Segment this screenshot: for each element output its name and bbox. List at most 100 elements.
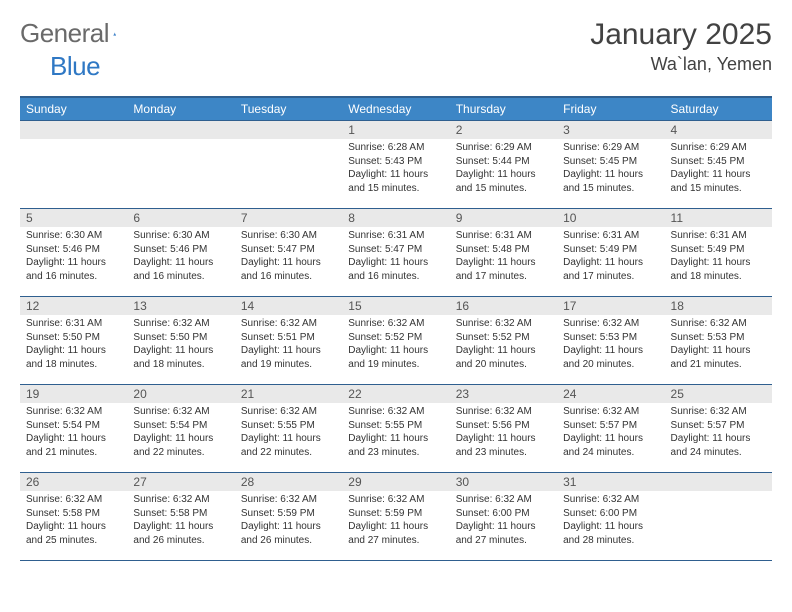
daylight-line: Daylight: 11 hours and 26 minutes. — [133, 520, 228, 547]
sunset-line: Sunset: 6:00 PM — [456, 507, 551, 521]
sunset-line: Sunset: 5:57 PM — [563, 419, 658, 433]
day-details: Sunrise: 6:32 AMSunset: 5:55 PMDaylight:… — [235, 403, 342, 463]
calendar-empty-cell — [127, 121, 234, 209]
day-details: Sunrise: 6:31 AMSunset: 5:47 PMDaylight:… — [342, 227, 449, 287]
sunset-line: Sunset: 5:46 PM — [26, 243, 121, 257]
daylight-line: Daylight: 11 hours and 17 minutes. — [563, 256, 658, 283]
calendar-day-cell: 30Sunrise: 6:32 AMSunset: 6:00 PMDayligh… — [450, 473, 557, 561]
sunset-line: Sunset: 5:44 PM — [456, 155, 551, 169]
calendar-day-cell: 25Sunrise: 6:32 AMSunset: 5:57 PMDayligh… — [665, 385, 772, 473]
day-number: 29 — [342, 473, 449, 491]
daylight-line: Daylight: 11 hours and 21 minutes. — [26, 432, 121, 459]
day-number: 6 — [127, 209, 234, 227]
calendar-day-cell: 18Sunrise: 6:32 AMSunset: 5:53 PMDayligh… — [665, 297, 772, 385]
calendar-day-cell: 28Sunrise: 6:32 AMSunset: 5:59 PMDayligh… — [235, 473, 342, 561]
daylight-line: Daylight: 11 hours and 16 minutes. — [348, 256, 443, 283]
day-details: Sunrise: 6:30 AMSunset: 5:46 PMDaylight:… — [20, 227, 127, 287]
calendar-empty-cell — [235, 121, 342, 209]
sunset-line: Sunset: 5:45 PM — [563, 155, 658, 169]
title-block: January 2025 Wa`lan, Yemen — [590, 18, 772, 75]
sunrise-line: Sunrise: 6:30 AM — [133, 229, 228, 243]
day-details: Sunrise: 6:31 AMSunset: 5:49 PMDaylight:… — [665, 227, 772, 287]
sunrise-line: Sunrise: 6:32 AM — [348, 405, 443, 419]
day-number: 20 — [127, 385, 234, 403]
day-details: Sunrise: 6:32 AMSunset: 5:58 PMDaylight:… — [20, 491, 127, 551]
sunrise-line: Sunrise: 6:32 AM — [241, 405, 336, 419]
sunrise-line: Sunrise: 6:32 AM — [671, 317, 766, 331]
day-number: 21 — [235, 385, 342, 403]
day-details: Sunrise: 6:29 AMSunset: 5:45 PMDaylight:… — [557, 139, 664, 199]
calendar-day-cell: 27Sunrise: 6:32 AMSunset: 5:58 PMDayligh… — [127, 473, 234, 561]
day-details: Sunrise: 6:32 AMSunset: 5:59 PMDaylight:… — [235, 491, 342, 551]
day-number: 19 — [20, 385, 127, 403]
day-details: Sunrise: 6:32 AMSunset: 5:54 PMDaylight:… — [127, 403, 234, 463]
calendar-empty-cell — [20, 121, 127, 209]
weekday-header: Sunday — [20, 97, 127, 121]
weekday-header: Thursday — [450, 97, 557, 121]
day-number: 2 — [450, 121, 557, 139]
sunset-line: Sunset: 5:55 PM — [348, 419, 443, 433]
sunset-line: Sunset: 5:51 PM — [241, 331, 336, 345]
sunrise-line: Sunrise: 6:32 AM — [456, 317, 551, 331]
sunrise-line: Sunrise: 6:32 AM — [563, 493, 658, 507]
day-details: Sunrise: 6:32 AMSunset: 6:00 PMDaylight:… — [557, 491, 664, 551]
sunrise-line: Sunrise: 6:29 AM — [563, 141, 658, 155]
daylight-line: Daylight: 11 hours and 21 minutes. — [671, 344, 766, 371]
location-subtitle: Wa`lan, Yemen — [590, 54, 772, 75]
sunrise-line: Sunrise: 6:32 AM — [26, 405, 121, 419]
daylight-line: Daylight: 11 hours and 24 minutes. — [671, 432, 766, 459]
day-number: 16 — [450, 297, 557, 315]
daylight-line: Daylight: 11 hours and 28 minutes. — [563, 520, 658, 547]
sunset-line: Sunset: 5:47 PM — [348, 243, 443, 257]
weekday-header: Friday — [557, 97, 664, 121]
brand-logo: General — [20, 18, 137, 49]
day-number: 4 — [665, 121, 772, 139]
daylight-line: Daylight: 11 hours and 15 minutes. — [456, 168, 551, 195]
calendar-day-cell: 12Sunrise: 6:31 AMSunset: 5:50 PMDayligh… — [20, 297, 127, 385]
day-details: Sunrise: 6:32 AMSunset: 5:57 PMDaylight:… — [557, 403, 664, 463]
calendar-empty-cell — [665, 473, 772, 561]
sunrise-line: Sunrise: 6:31 AM — [26, 317, 121, 331]
sunrise-line: Sunrise: 6:32 AM — [563, 405, 658, 419]
sunset-line: Sunset: 5:58 PM — [26, 507, 121, 521]
sunset-line: Sunset: 5:52 PM — [456, 331, 551, 345]
day-number: 28 — [235, 473, 342, 491]
sunrise-line: Sunrise: 6:32 AM — [563, 317, 658, 331]
day-details: Sunrise: 6:32 AMSunset: 5:55 PMDaylight:… — [342, 403, 449, 463]
day-details: Sunrise: 6:32 AMSunset: 5:58 PMDaylight:… — [127, 491, 234, 551]
day-details: Sunrise: 6:31 AMSunset: 5:50 PMDaylight:… — [20, 315, 127, 375]
day-number: 13 — [127, 297, 234, 315]
sunrise-line: Sunrise: 6:32 AM — [671, 405, 766, 419]
day-number: 22 — [342, 385, 449, 403]
calendar-day-cell: 11Sunrise: 6:31 AMSunset: 5:49 PMDayligh… — [665, 209, 772, 297]
daylight-line: Daylight: 11 hours and 27 minutes. — [348, 520, 443, 547]
daylight-line: Daylight: 11 hours and 18 minutes. — [671, 256, 766, 283]
calendar-header-row: SundayMondayTuesdayWednesdayThursdayFrid… — [20, 97, 772, 121]
day-number: 30 — [450, 473, 557, 491]
weekday-header: Saturday — [665, 97, 772, 121]
page-title: January 2025 — [590, 18, 772, 52]
calendar-day-cell: 16Sunrise: 6:32 AMSunset: 5:52 PMDayligh… — [450, 297, 557, 385]
sunset-line: Sunset: 5:50 PM — [26, 331, 121, 345]
day-details: Sunrise: 6:30 AMSunset: 5:47 PMDaylight:… — [235, 227, 342, 287]
daylight-line: Daylight: 11 hours and 25 minutes. — [26, 520, 121, 547]
sunset-line: Sunset: 5:55 PM — [241, 419, 336, 433]
calendar-day-cell: 1Sunrise: 6:28 AMSunset: 5:43 PMDaylight… — [342, 121, 449, 209]
day-number: 7 — [235, 209, 342, 227]
calendar-day-cell: 31Sunrise: 6:32 AMSunset: 6:00 PMDayligh… — [557, 473, 664, 561]
calendar-day-cell: 13Sunrise: 6:32 AMSunset: 5:50 PMDayligh… — [127, 297, 234, 385]
daylight-line: Daylight: 11 hours and 18 minutes. — [26, 344, 121, 371]
sunrise-line: Sunrise: 6:28 AM — [348, 141, 443, 155]
day-number: 5 — [20, 209, 127, 227]
day-number: 10 — [557, 209, 664, 227]
day-details: Sunrise: 6:31 AMSunset: 5:49 PMDaylight:… — [557, 227, 664, 287]
sunset-line: Sunset: 5:52 PM — [348, 331, 443, 345]
day-details: Sunrise: 6:32 AMSunset: 5:54 PMDaylight:… — [20, 403, 127, 463]
day-details: Sunrise: 6:32 AMSunset: 5:52 PMDaylight:… — [450, 315, 557, 375]
weekday-header: Monday — [127, 97, 234, 121]
day-details: Sunrise: 6:32 AMSunset: 5:51 PMDaylight:… — [235, 315, 342, 375]
sunset-line: Sunset: 5:54 PM — [26, 419, 121, 433]
calendar-day-cell: 4Sunrise: 6:29 AMSunset: 5:45 PMDaylight… — [665, 121, 772, 209]
calendar-day-cell: 8Sunrise: 6:31 AMSunset: 5:47 PMDaylight… — [342, 209, 449, 297]
sunset-line: Sunset: 5:59 PM — [348, 507, 443, 521]
